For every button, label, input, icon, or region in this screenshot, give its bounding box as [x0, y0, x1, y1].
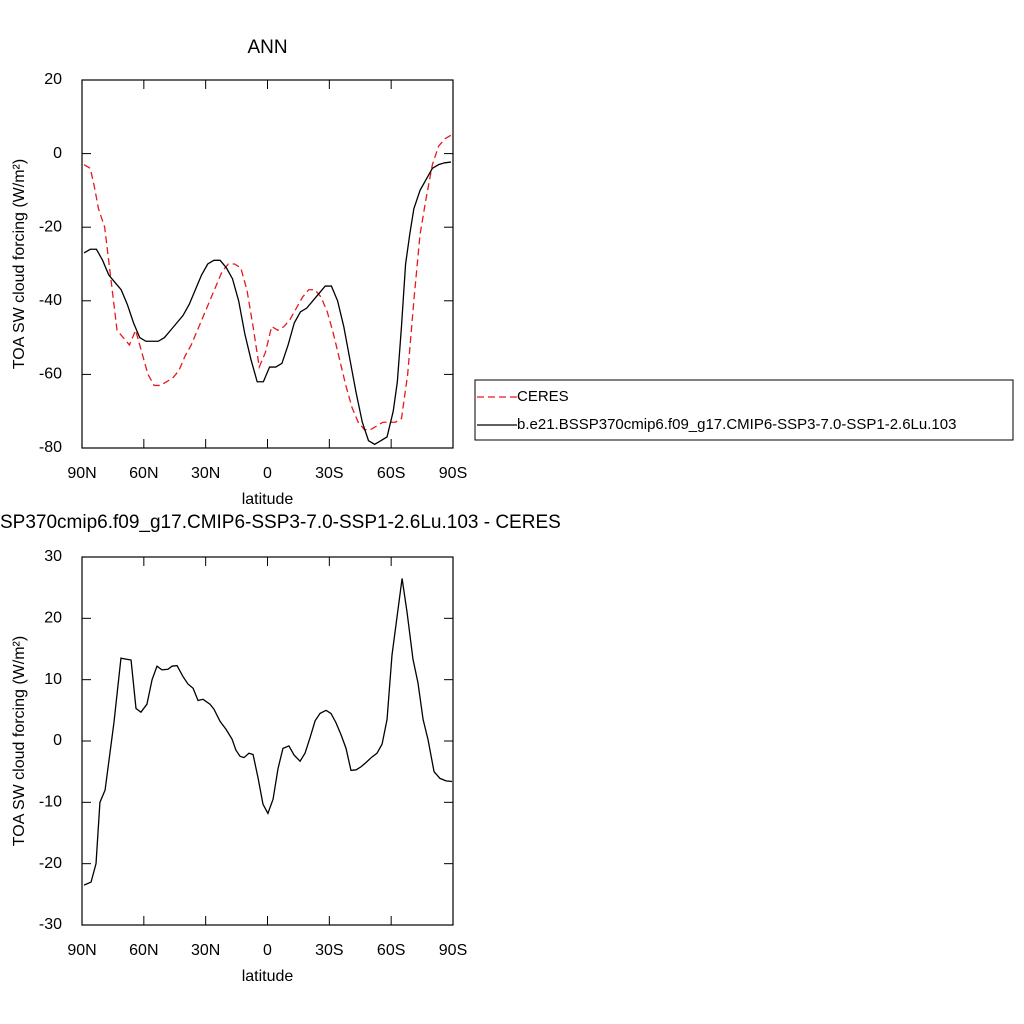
y-tick-label: -20	[39, 855, 62, 872]
y-tick-label: 20	[44, 610, 62, 627]
x-axis-label: latitude	[242, 491, 294, 508]
x-tick-label: 30S	[315, 942, 343, 959]
x-tick-label: 90N	[67, 465, 96, 482]
y-axis-label: TOA SW cloud forcing (W/m²)	[11, 636, 28, 846]
x-tick-label: 30N	[191, 465, 220, 482]
x-tick-label: 90N	[67, 942, 96, 959]
y-tick-label: 30	[44, 548, 62, 565]
data-line	[83, 134, 452, 431]
x-tick-label: 90S	[439, 942, 467, 959]
legend-box	[474, 379, 1014, 441]
y-tick-label: -20	[39, 218, 62, 235]
x-tick-label: 30N	[191, 942, 220, 959]
plot-frame	[81, 79, 454, 449]
y-axis-label: TOA SW cloud forcing (W/m²)	[11, 159, 28, 369]
y-tick-label: -10	[39, 794, 62, 811]
x-tick-label: 90S	[439, 465, 467, 482]
x-tick-label: 0	[263, 942, 272, 959]
y-tick-label: -60	[39, 366, 62, 383]
y-tick-label: -80	[39, 439, 62, 456]
y-tick-label: 0	[53, 145, 62, 162]
x-tick-label: 0	[263, 465, 272, 482]
x-axis-label: latitude	[242, 968, 294, 985]
chart-title: SP370cmip6.f09_g17.CMIP6-SSP3-7.0-SSP1-2…	[0, 512, 561, 533]
x-tick-label: 30S	[315, 465, 343, 482]
y-tick-label: 0	[53, 732, 62, 749]
data-line	[83, 161, 452, 446]
data-line	[83, 578, 453, 886]
legend-label: b.e21.BSSP370cmip6.f09_g17.CMIP6-SSP3-7.…	[517, 416, 956, 433]
x-tick-label: 60N	[129, 465, 158, 482]
y-tick-label: 20	[44, 71, 62, 88]
x-tick-label: 60N	[129, 942, 158, 959]
chart-title: ANN	[247, 37, 287, 58]
x-tick-label: 60S	[377, 465, 405, 482]
y-tick-label: 10	[44, 671, 62, 688]
x-tick-label: 60S	[377, 942, 405, 959]
y-tick-label: -40	[39, 292, 62, 309]
y-tick-label: -30	[39, 916, 62, 933]
plot-frame	[81, 556, 454, 926]
legend-label: CERES	[517, 388, 569, 405]
